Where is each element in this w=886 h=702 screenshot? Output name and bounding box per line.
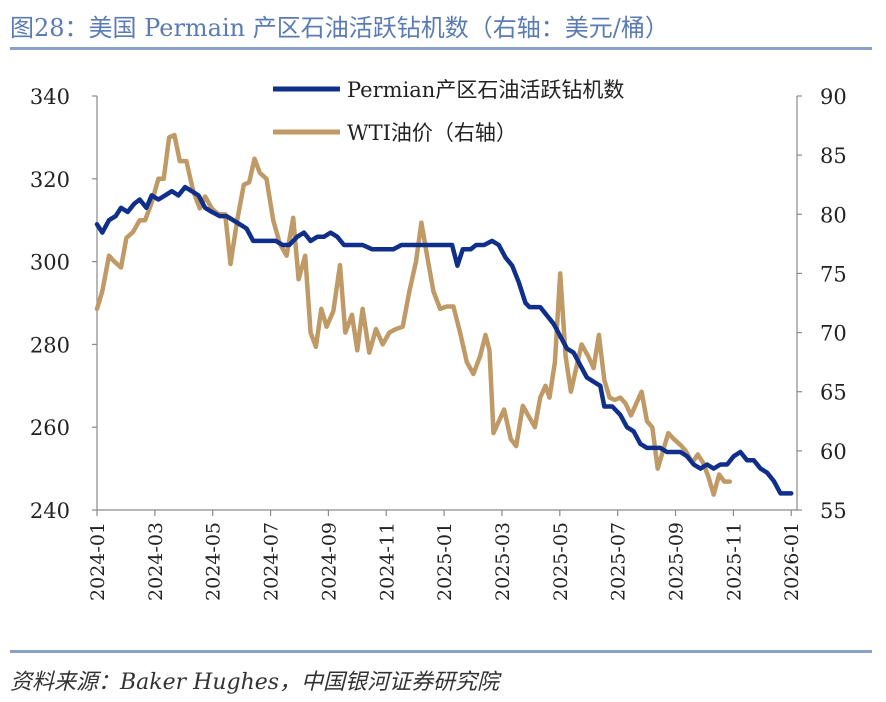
x-tick-label: 2024-05 <box>203 522 225 601</box>
right-tick-label: 55 <box>820 499 847 523</box>
left-tick-label: 280 <box>30 333 70 357</box>
x-tick-label: 2025-07 <box>608 522 630 601</box>
left-tick-label: 260 <box>30 416 70 440</box>
right-tick-label: 60 <box>820 440 847 464</box>
legend: Permian产区石油活跃钻机数 WTI油价（右轴） <box>273 78 624 145</box>
x-tick-label: 2026-01 <box>781 522 803 601</box>
x-tick-label: 2025-11 <box>723 522 745 601</box>
x-tick-label: 2024-07 <box>261 522 283 601</box>
wti-price-line <box>94 132 733 497</box>
chart-title: 图28：美国 Permain 产区石油活跃钻机数（右轴：美元/桶） <box>10 14 669 42</box>
x-tick-label: 2025-03 <box>492 522 514 601</box>
left-tick-label: 300 <box>30 251 70 275</box>
legend-label-wti: WTI油价（右轴） <box>347 121 517 145</box>
right-tick-label: 75 <box>820 262 847 286</box>
x-tick-label: 2025-05 <box>550 522 572 601</box>
left-tick-label: 240 <box>30 499 70 523</box>
right-tick-label: 70 <box>820 322 847 346</box>
left-tick-label: 320 <box>30 168 70 192</box>
permian-rig-count-line <box>94 184 794 496</box>
x-tick-label: 2024-09 <box>318 522 340 601</box>
left-axis-ticks: 240 260 280 300 320 340 <box>30 85 97 523</box>
title-divider <box>10 47 872 50</box>
x-tick-label: 2024-11 <box>376 522 398 601</box>
x-tick-label: 2024-01 <box>87 522 109 601</box>
source-note: 资料来源：Baker Hughes，中国银河证券研究院 <box>10 670 500 695</box>
right-tick-label: 65 <box>820 381 847 405</box>
left-tick-label: 340 <box>30 85 70 109</box>
x-tick-label: 2024-03 <box>145 522 167 601</box>
x-axis-ticks: 2024-01 2024-03 2024-05 2024-07 2024-09 2024-… <box>87 510 803 601</box>
source-divider <box>10 650 872 653</box>
right-tick-label: 90 <box>820 85 847 109</box>
legend-label-rig: Permian产区石油活跃钻机数 <box>347 78 624 102</box>
x-tick-label: 2025-09 <box>666 522 688 601</box>
x-tick-label: 2025-01 <box>434 522 456 601</box>
right-axis-ticks: 55 60 65 70 75 80 85 90 <box>797 85 847 523</box>
right-tick-label: 80 <box>820 203 847 227</box>
right-tick-label: 85 <box>820 144 847 168</box>
dual-axis-line-chart: 240 260 280 300 320 340 55 60 65 70 75 80 85 90 2024… <box>30 78 847 601</box>
